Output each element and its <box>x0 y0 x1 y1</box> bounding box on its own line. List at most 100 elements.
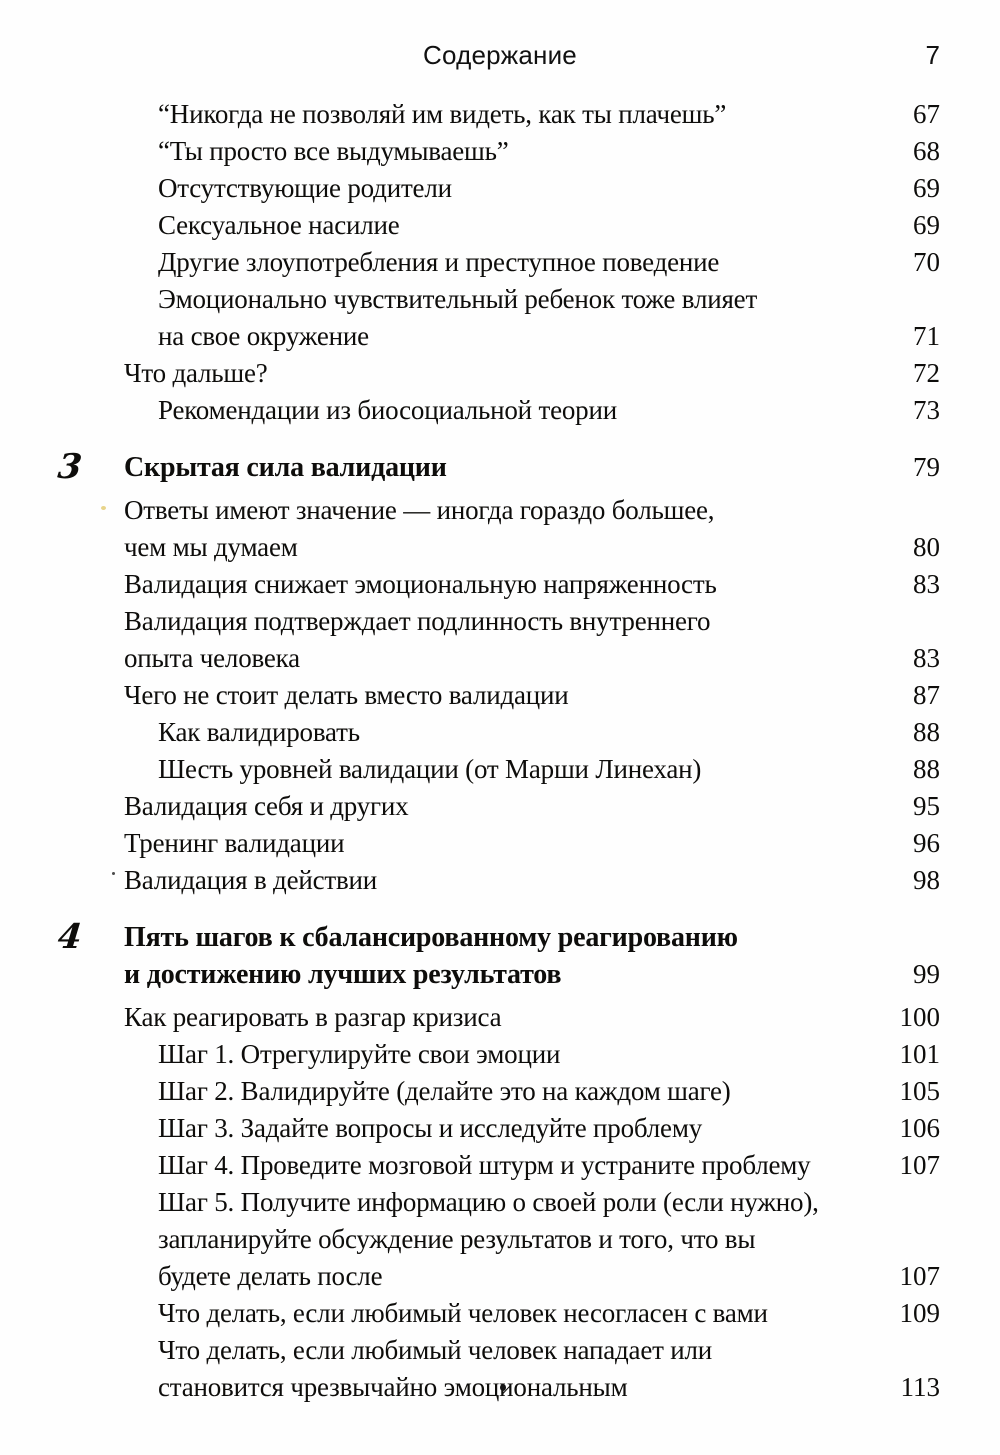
toc-entry-line: запланируйте обсуждение результатов и то… <box>158 1224 756 1254</box>
toc-entry-page: 71 <box>913 321 940 351</box>
toc-entry: Валидация подтверждает подлинность внутр… <box>124 603 940 677</box>
toc-entry: Сексуальное насилие 69 <box>124 207 940 244</box>
toc-entry-title: Шаг 3. Задайте вопросы и исследуйте проб… <box>158 1110 940 1147</box>
toc-entry-title: Что дальше? <box>124 355 940 392</box>
toc-entry-page: 99 <box>913 959 940 989</box>
toc-entry-title: “Никогда не позволяй им видеть, как ты п… <box>158 96 940 133</box>
toc-entry-title: Тренинг валидации <box>124 825 940 862</box>
toc-entry: Шаг 5. Получите информацию о своей роли … <box>124 1184 940 1295</box>
toc-entry-page: 107 <box>899 1261 941 1291</box>
toc-entry-page: 69 <box>913 210 940 240</box>
toc-entry-page: 79 <box>913 452 940 482</box>
toc-entry-line: становится чрезвычайно эмоциональным <box>158 1372 628 1402</box>
toc-entry-line: Эмоционально чувствительный ребенок тоже… <box>158 284 758 314</box>
table-of-contents: “Никогда не позволяй им видеть, как ты п… <box>56 96 941 1406</box>
toc-entry-line: Тренинг валидации <box>124 828 345 858</box>
toc-entry-title: Скрытая сила валидации <box>124 449 940 486</box>
toc-entry: “Ты просто все выдумываешь” 68 <box>124 133 940 170</box>
toc-entry-line: Валидация снижает эмоциональную напряжен… <box>124 569 717 599</box>
toc-entry-title: Валидация себя и других <box>124 788 940 825</box>
toc-entry-line: Шесть уровней валидации (от Марши Линеха… <box>158 754 702 784</box>
toc-entry-line: Валидация подтверждает подлинность внутр… <box>124 606 711 636</box>
toc-entry: Шаг 3. Задайте вопросы и исследуйте проб… <box>124 1110 940 1147</box>
toc-entry-line: Как валидировать <box>158 717 360 747</box>
toc-entry-line: Валидация себя и других <box>124 791 409 821</box>
toc-entry: Чего не стоит делать вместо валидации 87 <box>124 677 940 714</box>
toc-entry-page: 87 <box>913 680 940 710</box>
toc-entry-line: Сексуальное насилие <box>158 210 400 240</box>
toc-entry-page: 100 <box>899 1002 941 1032</box>
toc-entry-title: Шесть уровней валидации (от Марши Линеха… <box>158 751 940 788</box>
toc-entry: Шаг 4. Проведите мозговой штурм и устран… <box>124 1147 940 1184</box>
toc-entry: “Никогда не позволяй им видеть, как ты п… <box>124 96 940 133</box>
toc-entry-title: Валидация в действии <box>124 862 940 899</box>
toc-entry-page: 73 <box>913 395 940 425</box>
toc-entry: Эмоционально чувствительный ребенок тоже… <box>124 281 940 355</box>
toc-entry-title: Эмоционально чувствительный ребенок тоже… <box>158 281 940 355</box>
scan-speck <box>112 872 115 875</box>
toc-entry-page: 83 <box>913 643 940 673</box>
toc-entry-line: Что делать, если любимый человек нападае… <box>158 1335 713 1365</box>
toc-entry: Шаг 2. Валидируйте (делайте это на каждо… <box>124 1073 940 1110</box>
toc-entry-page: 83 <box>913 569 940 599</box>
toc-entry-line: Что дальше? <box>124 358 268 388</box>
toc-entry: Валидация в действии 98 <box>124 862 940 899</box>
toc-entry-page: 101 <box>899 1039 941 1069</box>
toc-entry-line: будете делать после <box>158 1261 383 1291</box>
chapter-number: 4 <box>55 917 84 957</box>
toc-entry: Что дальше? 72 <box>124 355 940 392</box>
toc-entry-title: Шаг 2. Валидируйте (делайте это на каждо… <box>158 1073 940 1110</box>
toc-entry-title: Чего не стоит делать вместо валидации <box>124 677 940 714</box>
toc-entry-title: Шаг 5. Получите информацию о своей роли … <box>158 1184 940 1295</box>
toc-chapter-entry: 4 Пять шагов к сбалансированному реагиров… <box>56 917 940 993</box>
toc-entry-line: Шаг 4. Проведите мозговой штурм и устран… <box>158 1150 811 1180</box>
scan-speck <box>101 506 106 510</box>
toc-entry-title: Рекомендации из биосоциальной теории <box>158 392 940 429</box>
toc-entry-title: Другие злоупотребления и преступное пове… <box>158 244 940 281</box>
toc-entry: Шесть уровней валидации (от Марши Линеха… <box>124 751 940 788</box>
toc-entry-line: Чего не стоит делать вместо валидации <box>124 680 569 710</box>
toc-entry-line: Пять шагов к сбалансированному реагирова… <box>124 922 738 953</box>
toc-entry-title: Пять шагов к сбалансированному реагирова… <box>124 919 940 993</box>
toc-entry-line: Скрытая сила валидации <box>124 452 447 483</box>
toc-entry-page: 80 <box>913 532 940 562</box>
toc-entry-line: Что делать, если любимый человек несогла… <box>158 1298 768 1328</box>
toc-entry-line: Другие злоупотребления и преступное пове… <box>158 247 720 277</box>
toc-entry: Другие злоупотребления и преступное пове… <box>124 244 940 281</box>
toc-entry-page: 68 <box>913 136 940 166</box>
toc-entry-page: 109 <box>899 1298 941 1328</box>
toc-entry-title: Шаг 1. Отрегулируйте свои эмоции <box>158 1036 940 1073</box>
toc-entry-page: 107 <box>899 1150 941 1180</box>
toc-entry: Как валидировать 88 <box>124 714 940 751</box>
toc-entry-line: Как реагировать в разгар кризиса <box>124 1002 502 1032</box>
toc-entry-page: 70 <box>913 247 940 277</box>
toc-entry-page: 88 <box>913 754 940 784</box>
scan-speck <box>500 1384 506 1391</box>
toc-entry-page: 95 <box>913 791 940 821</box>
toc-entry-title: Как реагировать в разгар кризиса <box>124 999 940 1036</box>
toc-entry-title: Что делать, если любимый человек несогла… <box>158 1295 940 1332</box>
toc-entry-title: “Ты просто все выдумываешь” <box>158 133 940 170</box>
toc-entry-title: Ответы имеют значение — иногда гораздо б… <box>124 492 940 566</box>
toc-entry: Шаг 1. Отрегулируйте свои эмоции 101 <box>124 1036 940 1073</box>
toc-entry-title: Валидация подтверждает подлинность внутр… <box>124 603 940 677</box>
toc-entry-title: Сексуальное насилие <box>158 207 940 244</box>
toc-entry-line: опыта человека <box>124 643 300 673</box>
page-number: 7 <box>925 40 940 70</box>
toc-entry-page: 96 <box>913 828 940 858</box>
toc-entry: Валидация снижает эмоциональную напряжен… <box>124 566 940 603</box>
toc-entry-page: 72 <box>913 358 940 388</box>
toc-entry: Валидация себя и других 95 <box>124 788 940 825</box>
toc-entry-title: Как валидировать <box>158 714 940 751</box>
chapter-number: 3 <box>55 447 84 487</box>
toc-chapter-entry: 3 Скрытая сила валидации 79 <box>56 447 940 487</box>
toc-entry-title: Отсутствующие родители <box>158 170 940 207</box>
toc-entry-title: Валидация снижает эмоциональную напряжен… <box>124 566 940 603</box>
toc-entry-page: 98 <box>913 865 940 895</box>
toc-entry-line: Отсутствующие родители <box>158 173 452 203</box>
toc-entry-line: Шаг 2. Валидируйте (делайте это на каждо… <box>158 1076 731 1106</box>
toc-entry-line: “Никогда не позволяй им видеть, как ты п… <box>158 99 727 129</box>
toc-entry-title: Что делать, если любимый человек нападае… <box>158 1332 940 1406</box>
toc-entry: Что делать, если любимый человек несогла… <box>124 1295 940 1332</box>
